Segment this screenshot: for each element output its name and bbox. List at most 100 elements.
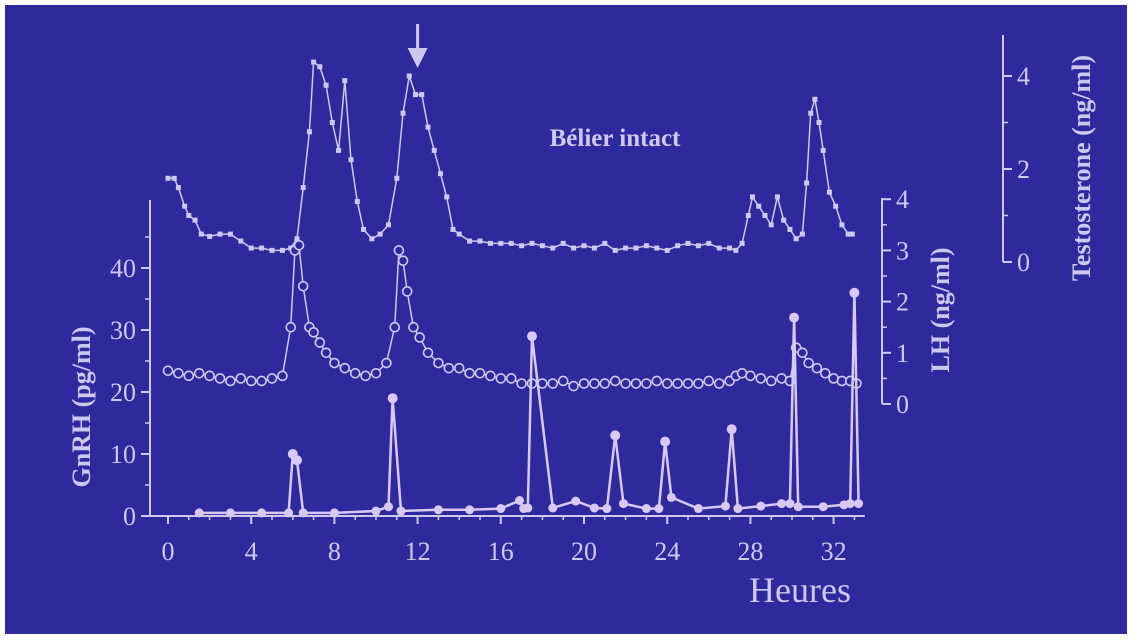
lh-point (568, 380, 579, 392)
gnrh-point (660, 436, 671, 447)
testosterone-point (508, 240, 514, 246)
lh-point (225, 375, 236, 387)
testosterone-point (519, 243, 525, 249)
lh-series (162, 239, 862, 392)
lh-point (819, 367, 831, 379)
testosterone-axis-label: Testosterone (ng/ml) (1067, 55, 1096, 281)
testosterone-point (706, 240, 712, 246)
testosterone-point (643, 243, 649, 249)
testosterone-point (300, 185, 306, 191)
testosterone-point (781, 217, 787, 223)
gnrh-tick-label: 40 (110, 254, 136, 283)
testosterone-point (654, 245, 660, 251)
lh-point (266, 373, 278, 384)
arrow-head (407, 48, 428, 68)
testo-tick-label: 0 (1017, 248, 1030, 277)
testosterone-point (248, 245, 254, 251)
gnrh-point (785, 499, 795, 509)
lh-tick-group: 0 1 2 3 4 (882, 185, 909, 419)
testo-tick-label: 2 (1017, 155, 1030, 184)
gnrh-point (641, 504, 651, 514)
gnrh-point (523, 503, 533, 513)
lh-point (193, 367, 205, 379)
lh-point (339, 362, 351, 374)
lh-point (464, 367, 475, 379)
gnrh-tick-label: 30 (110, 316, 136, 345)
gnrh-point (720, 501, 730, 511)
testosterone-point (400, 110, 406, 116)
testosterone-point (804, 180, 810, 186)
testosterone-point (845, 231, 851, 237)
gnrh-point (693, 504, 703, 514)
lh-point (408, 321, 419, 333)
testosterone-point (768, 222, 774, 228)
lh-point (693, 378, 704, 389)
testosterone-point (369, 236, 375, 242)
lh-point (256, 375, 267, 387)
testosterone-point (799, 231, 805, 237)
testosterone-point (633, 245, 639, 251)
testosterone-point (749, 194, 755, 200)
lh-point (173, 367, 184, 379)
x-tick-label: 16 (488, 537, 514, 566)
testosterone-point (419, 92, 425, 98)
testosterone-point (849, 231, 855, 237)
lh-point (453, 362, 465, 374)
lh-point (314, 337, 326, 348)
lh-point (433, 357, 444, 369)
testosterone-point (560, 240, 566, 246)
lh-tick-label: 3 (896, 236, 909, 265)
gnrh-point (257, 508, 267, 518)
testosterone-point (591, 245, 597, 251)
lh-point (620, 378, 631, 389)
lh-point (651, 375, 663, 387)
x-tick-label: 4 (245, 537, 258, 566)
testosterone-point (539, 243, 545, 249)
lh-point (547, 378, 559, 389)
lh-point (516, 378, 527, 389)
gnrh-point (387, 393, 398, 404)
gnrh-point (789, 312, 800, 323)
gnrh-point (433, 505, 443, 515)
testosterone-point (450, 226, 456, 232)
lh-point (277, 370, 288, 382)
testosterone-point (361, 226, 367, 232)
testosterone-series (165, 59, 855, 253)
lh-tick-label: 1 (896, 339, 909, 368)
testosterone-point (733, 247, 739, 253)
gnrh-axis: 0 10 20 30 40 GnRH (pg/ml) (67, 200, 151, 531)
x-tick-label: 32 (821, 537, 847, 566)
lh-point (485, 370, 496, 382)
testosterone-point (227, 231, 233, 237)
testosterone-point (217, 231, 223, 237)
series-layer (162, 59, 864, 518)
lh-point (672, 378, 683, 389)
testosterone-point (820, 147, 826, 153)
testosterone-point (238, 238, 244, 244)
gnrh-series (194, 287, 864, 518)
testosterone-point (431, 147, 437, 153)
testosterone-point (336, 147, 342, 153)
gnrh-point (225, 508, 235, 518)
lh-point (641, 378, 652, 389)
testosterone-point (269, 247, 275, 253)
gnrh-point (527, 331, 537, 342)
testosterone-point (550, 245, 556, 251)
lh-point (578, 378, 590, 389)
gnrh-point (733, 504, 743, 514)
testosterone-point (279, 247, 285, 253)
testosterone-point (456, 231, 462, 237)
lh-point (349, 367, 361, 379)
testosterone-tick-group: 0 2 4 (1003, 62, 1030, 277)
lh-point (703, 375, 715, 387)
testosterone-point (444, 194, 450, 200)
testosterone-point (182, 203, 188, 209)
lh-point (397, 255, 409, 266)
lh-point (661, 378, 673, 389)
lh-point (505, 373, 517, 384)
testosterone-point (306, 129, 312, 135)
lh-point (245, 375, 257, 387)
testosterone-point (207, 233, 213, 239)
lh-point (755, 373, 767, 384)
